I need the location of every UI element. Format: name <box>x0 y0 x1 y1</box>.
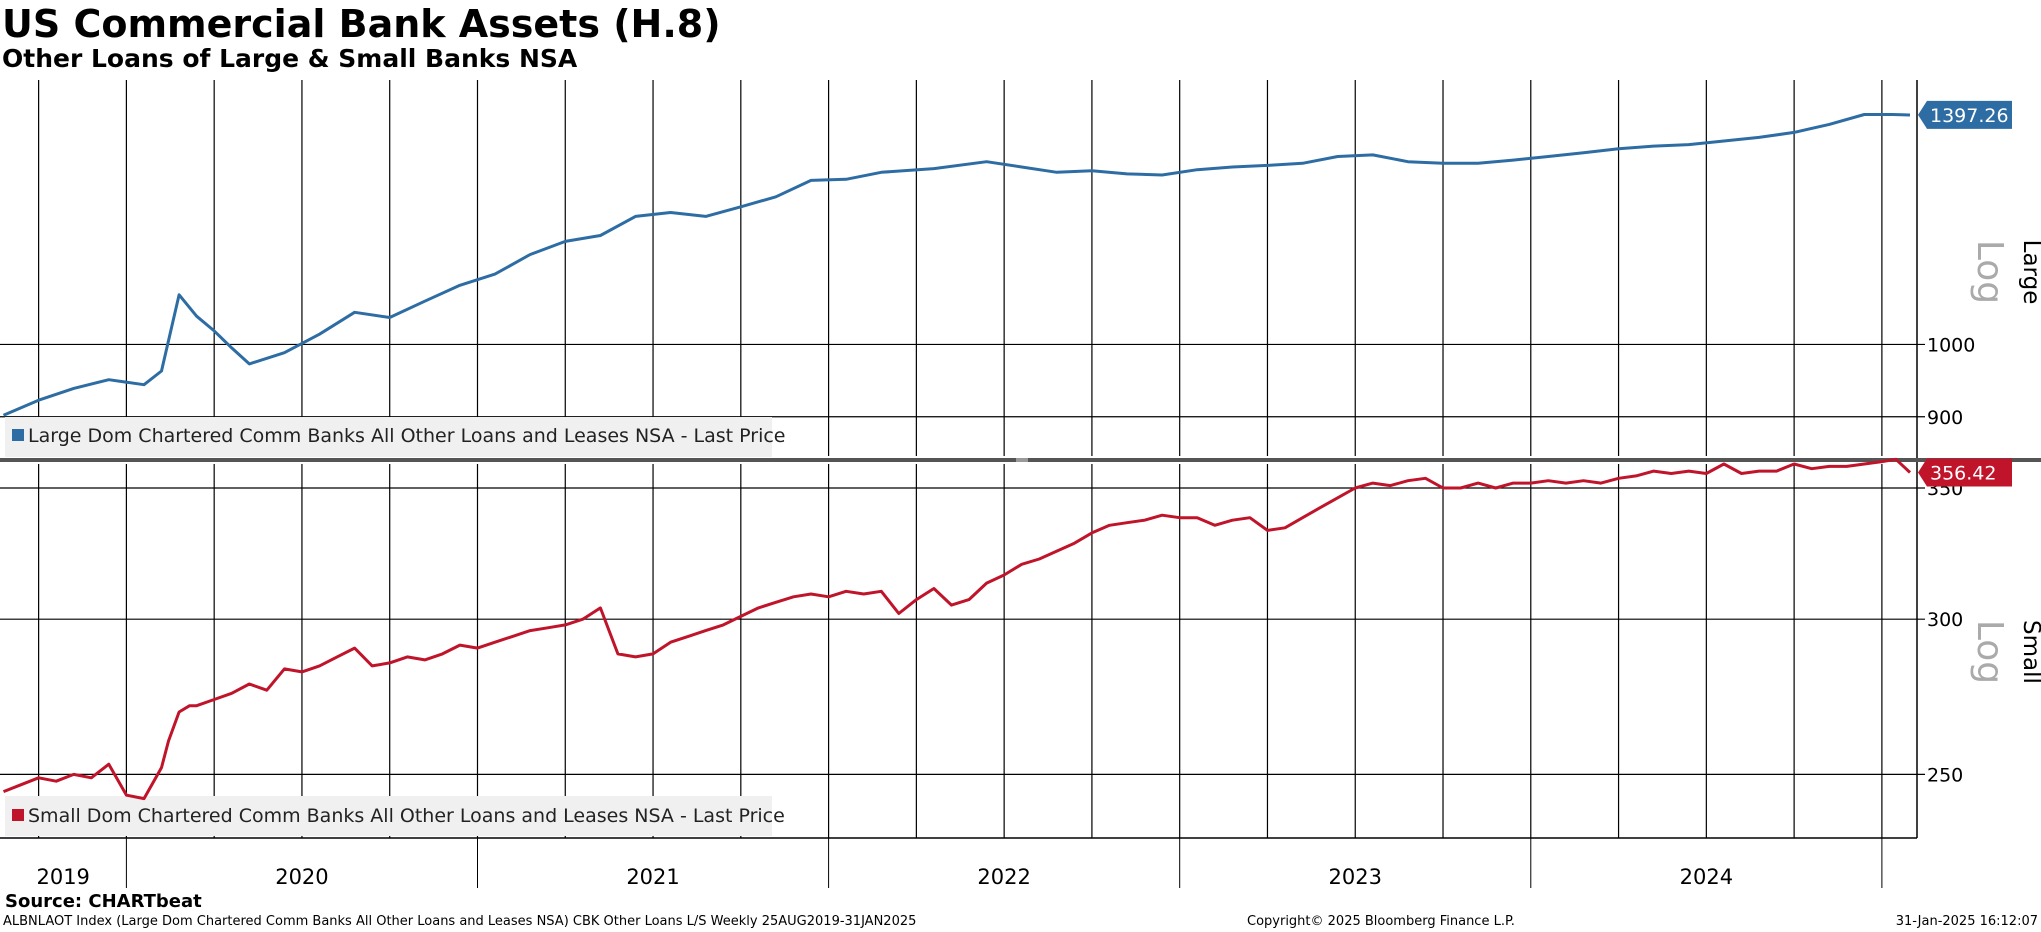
legend-small-swatch <box>12 809 24 821</box>
x-axis: 2019 2020 2021 2022 2023 2024 <box>36 838 1883 889</box>
x-tick-label-2023: 2023 <box>1329 865 1382 889</box>
x-tick-label-2019: 2019 <box>36 865 89 889</box>
series-line-large <box>2 113 1911 417</box>
y-tick-label-1-0: 250 <box>1927 764 1963 786</box>
legend-small-bg <box>5 796 772 836</box>
scale-label-large: Log <box>1969 240 2010 304</box>
last-value-tag-small-bg <box>1918 458 2012 487</box>
legend-large-label: Large Dom Chartered Comm Banks All Other… <box>28 425 786 447</box>
source-note: Source: CHARTbeat <box>5 891 202 912</box>
chart-title: US Commercial Bank Assets (H.8) <box>2 2 721 46</box>
timestamp: 31-Jan-2025 16:12:07 <box>1895 914 2038 929</box>
y-tick-label-0-1: 1000 <box>1927 334 1975 356</box>
x-tick-label-2021: 2021 <box>626 865 679 889</box>
legend-small: Small Dom Chartered Comm Banks All Other… <box>5 796 785 836</box>
ticker-line: ALBNLAOT Index (Large Dom Chartered Comm… <box>3 914 917 929</box>
last-value-large: 1397.26 <box>1930 105 2009 127</box>
panel-divider-handle[interactable] <box>1016 458 1028 462</box>
last-value-tag-large-bg <box>1918 100 2012 129</box>
last-value-tag-small: 356.42 <box>1918 458 2012 487</box>
y-tick-label-0-0: 900 <box>1927 407 1963 429</box>
legend-large: Large Dom Chartered Comm Banks All Other… <box>5 417 786 457</box>
gridlines <box>0 80 1925 838</box>
last-value-small: 356.42 <box>1930 463 1996 485</box>
chart-subtitle: Other Loans of Large & Small Banks NSA <box>2 44 578 73</box>
x-tick-label-2022: 2022 <box>977 865 1030 889</box>
panel-label-small: Small <box>2018 620 2041 684</box>
panel-label-large: Large <box>2018 240 2041 305</box>
last-value-tag-large: 1397.26 <box>1918 100 2012 129</box>
y-tick-label-1-1: 300 <box>1927 609 1963 631</box>
x-tick-label-2020: 2020 <box>275 865 328 889</box>
copyright: Copyright© 2025 Bloomberg Finance L.P. <box>1247 914 1515 929</box>
legend-small-label: Small Dom Chartered Comm Banks All Other… <box>28 805 785 827</box>
axes <box>0 80 2041 839</box>
legend-large-swatch <box>12 429 24 441</box>
x-tick-label-2024: 2024 <box>1680 865 1733 889</box>
scale-label-small: Log <box>1969 620 2010 684</box>
legend-large-bg <box>5 417 772 457</box>
series-line-small <box>2 457 1912 801</box>
